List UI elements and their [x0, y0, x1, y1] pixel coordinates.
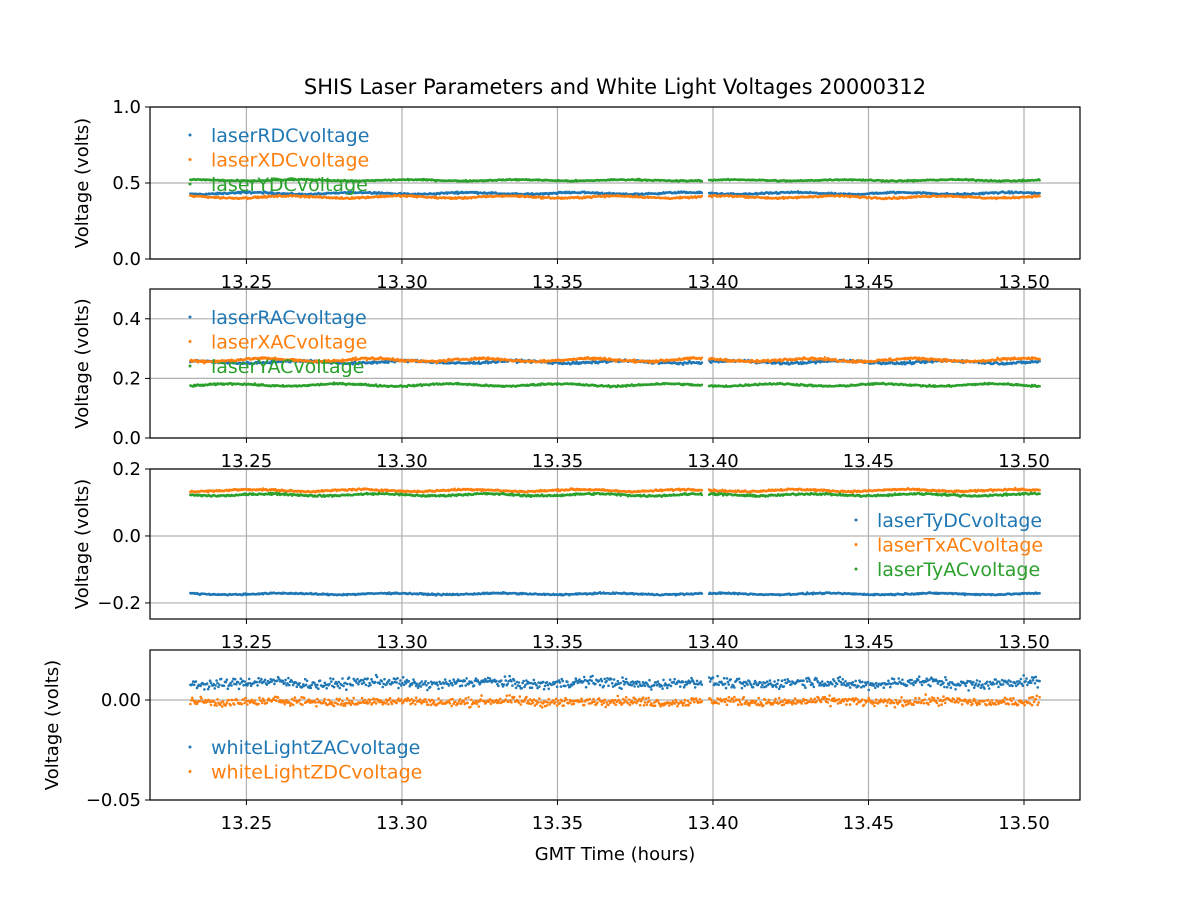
data-point: [1038, 179, 1041, 182]
legend-label: laserYDCvoltage: [211, 174, 368, 196]
y-tick-label: 0.2: [112, 368, 141, 389]
y-tick-label: 0.4: [112, 309, 141, 330]
data-point: [1038, 195, 1041, 198]
subplots: 13.25 13.30 13.35 13.40 13.45 13.50 0.0 0.5 1.0 V…: [42, 97, 1081, 834]
legend-marker: [188, 133, 192, 137]
x-tick-label: 13.40: [687, 272, 739, 293]
x-axis-label: GMT Time (hours): [535, 844, 696, 865]
data-point: [700, 194, 704, 198]
y-axis-label: Voltage (volts): [72, 298, 93, 428]
x-tick-label: 13.30: [376, 272, 428, 293]
y-tick-label: 0.0: [112, 249, 141, 270]
data-point: [700, 361, 704, 364]
legend-marker: [188, 158, 192, 161]
data-point: [823, 356, 827, 359]
legend-label: laserRDCvoltage: [211, 125, 369, 147]
legend-label: laserXDCvoltage: [211, 150, 369, 172]
x-tick-label: 13.35: [532, 272, 584, 293]
y-tick-label: 1.0: [112, 97, 141, 118]
data-point: [1038, 191, 1041, 195]
data-point: [941, 360, 944, 364]
series-laserXDCvoltage: [189, 193, 1041, 201]
y-tick-label: 0.5: [112, 173, 141, 194]
legend-marker: [188, 182, 192, 186]
data-point: [700, 191, 704, 195]
data-point: [633, 358, 636, 362]
data-point: [700, 179, 704, 183]
series-laserRDCvoltage: [189, 190, 1041, 197]
subplot-1: 13.25 13.30 13.35 13.40 13.45 13.50 0.0 0.5 1.0 V…: [72, 97, 1081, 293]
chart-title: SHIS Laser Parameters and White Light Vo…: [304, 75, 926, 99]
x-tick-label: 13.25: [221, 272, 273, 293]
data-point: [700, 356, 704, 360]
x-tick-label: 13.50: [998, 272, 1050, 293]
data-point: [1038, 357, 1041, 361]
y-tick-label: 0.0: [112, 428, 141, 449]
data-point: [456, 190, 459, 193]
x-tick-label: 13.45: [843, 272, 895, 293]
y-axis-label: Voltage (volts): [72, 118, 93, 248]
